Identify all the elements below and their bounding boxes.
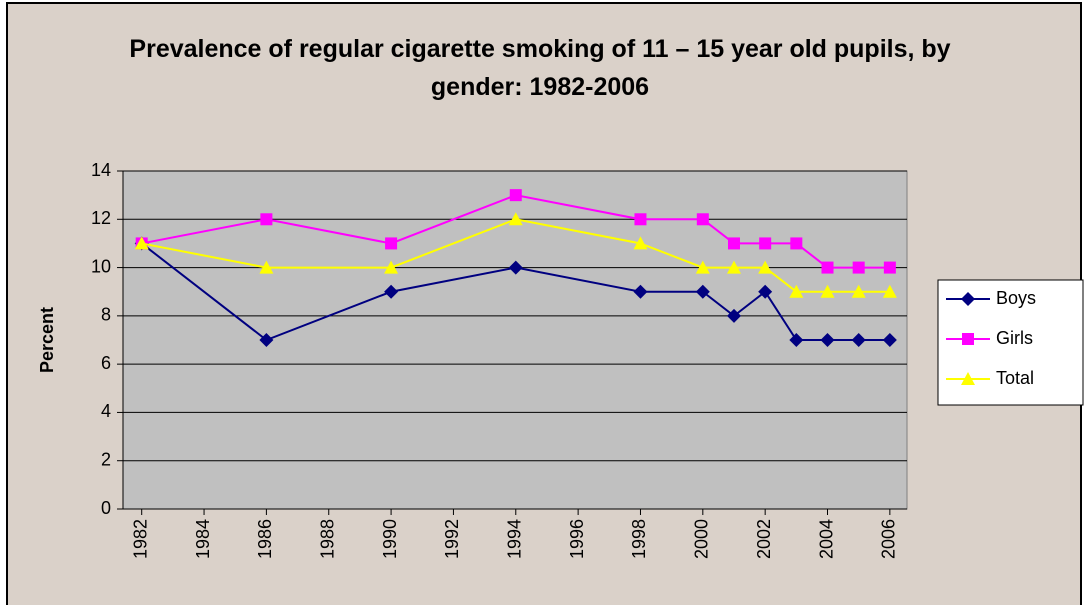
x-tick-label: 2006 [879, 519, 899, 559]
legend-label: Boys [996, 288, 1036, 308]
x-tick-label: 2004 [816, 519, 836, 559]
marker [821, 261, 834, 274]
x-tick-label: 1990 [380, 519, 400, 559]
marker [961, 372, 975, 385]
y-tick-label: 10 [91, 256, 111, 276]
y-tick-label: 4 [101, 401, 111, 421]
legend-label: Total [996, 368, 1034, 388]
marker [508, 260, 523, 275]
x-tick-label: 2000 [692, 519, 712, 559]
marker [883, 261, 896, 274]
marker [758, 284, 773, 299]
y-tick-label: 6 [101, 353, 111, 373]
marker [259, 260, 274, 274]
y-tick-label: 14 [91, 160, 111, 180]
marker [259, 333, 274, 347]
marker [882, 333, 897, 347]
marker [962, 333, 974, 345]
x-tick-label: 1986 [255, 519, 275, 559]
x-tick-label: 1992 [442, 519, 462, 559]
marker [789, 333, 804, 347]
marker [789, 284, 804, 298]
marker [508, 212, 523, 226]
marker [384, 284, 399, 299]
x-tick-label: 1982 [130, 519, 150, 559]
y-tick-label: 2 [101, 449, 111, 469]
y-tick-label: 0 [101, 498, 111, 518]
marker [726, 308, 741, 323]
x-tick-label: 1994 [505, 519, 525, 559]
marker [851, 284, 866, 298]
marker [882, 284, 897, 298]
marker [633, 236, 648, 250]
x-tick-label: 2002 [754, 519, 774, 559]
plot-area [122, 170, 908, 510]
marker [695, 284, 710, 299]
marker [384, 260, 399, 274]
marker [134, 236, 149, 250]
marker [759, 237, 772, 250]
marker [727, 237, 740, 250]
marker [820, 284, 835, 298]
marker [852, 261, 865, 274]
marker [260, 213, 273, 226]
x-tick-label: 1996 [567, 519, 587, 559]
chart-title: Prevalence of regular cigarette smoking … [129, 35, 951, 101]
marker [758, 260, 773, 274]
marker [820, 333, 835, 347]
marker [726, 260, 741, 274]
marker [696, 213, 709, 226]
marker [961, 292, 975, 306]
marker [385, 237, 398, 250]
marker [851, 333, 866, 347]
x-tick-label: 1998 [629, 519, 649, 559]
x-tick-label: 1984 [193, 519, 213, 559]
y-axis-label: Percent [37, 307, 57, 373]
marker [633, 284, 648, 299]
y-tick-label: 8 [101, 305, 111, 325]
y-tick-label: 12 [91, 208, 111, 228]
marker [695, 260, 710, 274]
marker [790, 237, 803, 250]
marker [634, 213, 647, 226]
x-tick-label: 1988 [317, 519, 337, 559]
legend-label: Girls [996, 328, 1033, 348]
series-line [141, 218, 890, 293]
marker [509, 189, 522, 202]
